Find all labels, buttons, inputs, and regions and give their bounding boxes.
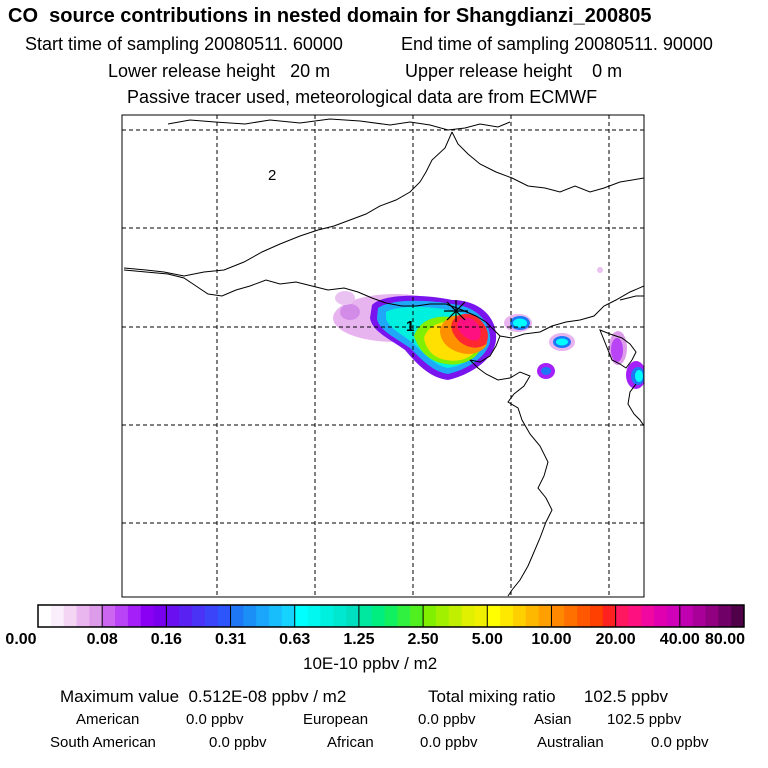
colorbar-swatch: [204, 605, 219, 627]
colorbar-swatch: [102, 605, 116, 627]
colorbar: [37, 604, 745, 628]
region-australian-label: Australian: [537, 734, 604, 751]
receptor-marker-icon: [444, 300, 468, 322]
colorbar-swatch: [628, 605, 642, 627]
colorbar-swatch: [230, 605, 244, 627]
region-african-label: African: [327, 734, 374, 751]
colorbar-swatch: [512, 605, 527, 627]
tracer-info: Passive tracer used, meteorological data…: [127, 87, 598, 107]
colorbar-tick-label: 80.00: [704, 631, 746, 648]
colorbar-swatch: [166, 605, 180, 627]
colorbar-tick-label: 0.08: [86, 631, 118, 648]
colorbar-swatch: [127, 605, 142, 627]
colorbar-swatch: [589, 605, 604, 627]
region-american-value: 0.0 ppbv: [186, 711, 244, 728]
colorbar-swatch: [731, 605, 745, 627]
colorbar-swatch: [602, 605, 617, 627]
colorbar-tick-label: 0.16: [150, 631, 182, 648]
colorbar-swatch: [538, 605, 552, 627]
colorbar-swatch: [269, 605, 283, 627]
colorbar-swatch: [525, 605, 540, 627]
colorbar-tick-label: 1.25: [343, 631, 375, 648]
colorbar-swatch: [679, 605, 694, 627]
colorbar-units: 10E-10 ppbv / m2: [303, 654, 438, 673]
colorbar-swatch: [500, 605, 514, 627]
region-european-value: 0.0 ppbv: [418, 711, 476, 728]
lower-release-height: Lower release height 20 m: [108, 61, 331, 81]
end-time: End time of sampling 20080511. 90000: [401, 34, 713, 54]
lat-lon-grid: [122, 115, 644, 597]
colorbar-swatch: [76, 605, 90, 627]
region-american-label: American: [76, 711, 140, 728]
colorbar-swatch: [666, 605, 681, 627]
colorbar-swatch: [192, 605, 206, 627]
colorbar-tick-label: 0.00: [5, 631, 37, 648]
colorbar-swatch: [256, 605, 270, 627]
colorbar-swatch: [358, 605, 373, 627]
colorbar-tick-label: 40.00: [659, 631, 700, 648]
upper-release-height: Upper release height 0 m: [405, 61, 623, 81]
colorbar-swatch: [474, 605, 488, 627]
colorbar-swatch: [179, 605, 193, 627]
region-asian-value: 102.5 ppbv: [607, 711, 682, 728]
colorbar-swatch: [294, 605, 309, 627]
colorbar-swatch: [654, 605, 668, 627]
colorbar-swatch: [333, 605, 347, 627]
colorbar-swatch: [577, 605, 591, 627]
colorbar-swatch: [397, 605, 411, 627]
colorbar-swatch: [50, 605, 65, 627]
map-panel: 2 1: [121, 114, 645, 598]
colorbar-swatch: [38, 605, 52, 627]
concentration-plume: [333, 267, 644, 389]
region-south-american-value: 0.0 ppbv: [209, 734, 267, 751]
maximum-value: Maximum value 0.512E-08 ppbv / m2: [60, 687, 347, 706]
colorbar-swatch: [718, 605, 732, 627]
start-time: Start time of sampling 20080511. 60000: [25, 34, 343, 54]
colorbar-swatch: [641, 605, 655, 627]
region-asian-label: Asian: [534, 711, 572, 728]
colorbar-tick-label: 20.00: [595, 631, 636, 648]
colorbar-swatch: [410, 605, 424, 627]
total-mixing-ratio: Total mixing ratio 102.5 ppbv: [428, 687, 669, 706]
map-frame: [121, 114, 645, 598]
colorbar-swatch: [487, 605, 501, 627]
colorbar-tick-label: 0.63: [279, 631, 311, 648]
colorbar-swatch: [448, 605, 463, 627]
colorbar-swatch: [371, 605, 386, 627]
colorbar-swatch: [692, 605, 706, 627]
region-south-american-label: South American: [50, 734, 156, 751]
region-european-label: European: [303, 711, 369, 728]
colorbar-swatch: [89, 605, 103, 627]
colorbar-tick-label: 2.50: [407, 631, 439, 648]
colorbar-swatch: [435, 605, 450, 627]
region-label-2: 2: [268, 167, 276, 184]
colorbar-swatch: [346, 605, 360, 627]
colorbar-swatch: [281, 605, 296, 627]
colorbar-swatch: [63, 605, 78, 627]
colorbar-tick-label: 0.31: [214, 631, 247, 648]
colorbar-swatch: [551, 605, 565, 627]
region-label-1: 1: [406, 318, 414, 335]
colorbar-tick-label: 5.00: [471, 631, 503, 648]
colorbar-swatch: [140, 605, 155, 627]
colorbar-swatch: [115, 605, 129, 627]
colorbar-swatch: [320, 605, 334, 627]
colorbar-swatch: [384, 605, 398, 627]
colorbar-swatch: [461, 605, 475, 627]
figure-title: CO source contributions in nested domain…: [8, 5, 652, 27]
colorbar-swatch: [423, 605, 437, 627]
colorbar-swatch: [615, 605, 629, 627]
colorbar-swatch: [243, 605, 257, 627]
colorbar-tick-label: 10.00: [531, 631, 572, 648]
colorbar-swatch: [307, 605, 321, 627]
colorbar-swatch: [217, 605, 232, 627]
region-australian-value: 0.0 ppbv: [651, 734, 709, 751]
colorbar-swatch: [153, 605, 167, 627]
colorbar-swatch: [564, 605, 578, 627]
region-african-value: 0.0 ppbv: [420, 734, 478, 751]
colorbar-swatch: [705, 605, 719, 627]
